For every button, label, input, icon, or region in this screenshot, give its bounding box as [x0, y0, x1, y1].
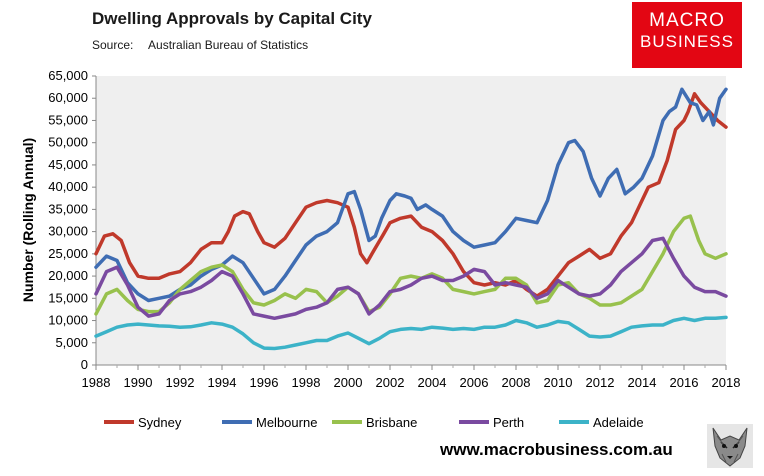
y-tick-label: 30,000	[48, 224, 88, 239]
legend-label-brisbane: Brisbane	[366, 415, 417, 430]
legend: Sydney Melbourne Brisbane Perth Adelaide	[104, 415, 644, 430]
series-line-perth	[94, 236, 728, 321]
source-label: Source:	[92, 38, 134, 52]
series-group	[94, 87, 728, 351]
x-tick-label: 2016	[670, 375, 699, 390]
y-tick-label: 10,000	[48, 313, 88, 328]
x-tick-label: 2012	[586, 375, 615, 390]
y-tick-label: 60,000	[48, 90, 88, 105]
plot-area	[96, 76, 726, 365]
x-tick-label: 1992	[166, 375, 195, 390]
logo-line-1: MACRO	[649, 10, 725, 31]
y-tick-label: 55,000	[48, 112, 88, 127]
x-tick-label: 2000	[334, 375, 363, 390]
y-tick-label: 40,000	[48, 179, 88, 194]
x-tick-label: 1994	[208, 375, 237, 390]
y-tick-label: 65,000	[48, 68, 88, 83]
y-tick-label: 15,000	[48, 290, 88, 305]
x-tick-label: 2010	[544, 375, 573, 390]
y-tick-label: 0	[81, 357, 88, 372]
y-axis-label: Number (Rolling Annual)	[20, 138, 36, 302]
y-tick-label: 50,000	[48, 135, 88, 150]
y-tick-label: 5,000	[55, 335, 88, 350]
series-line-brisbane	[94, 214, 728, 316]
x-tick-label: 1988	[82, 375, 111, 390]
source-line: Source: Australian Bureau of Statistics	[92, 38, 308, 52]
macrobusiness-logo[interactable]: MACRO BUSINESS	[632, 2, 742, 68]
x-tick-label: 2002	[376, 375, 405, 390]
y-tick-label: 35,000	[48, 201, 88, 216]
y-axis: 0 5,000 10,000 15,000 20,000 25,000 30,000 35,0…	[48, 68, 97, 372]
y-tick-label: 20,000	[48, 268, 88, 283]
x-axis: 1988 1990 1992 1994 1996 1998 2000 2002 2004 2006…	[82, 364, 741, 390]
wolf-logo-icon	[707, 424, 753, 468]
series-line-sydney	[94, 92, 728, 298]
x-tick-label: 1990	[124, 375, 153, 390]
x-tick-label: 2018	[712, 375, 741, 390]
legend-label-perth: Perth	[493, 415, 524, 430]
website-url[interactable]: www.macrobusiness.com.au	[440, 440, 673, 459]
x-tick-label: 2008	[502, 375, 531, 390]
series-line-adelaide	[94, 315, 728, 351]
source-text: Australian Bureau of Statistics	[148, 38, 309, 52]
x-tick-label: 2014	[628, 375, 657, 390]
logo-line-2: BUSINESS	[640, 32, 734, 51]
x-tick-label: 1996	[250, 375, 279, 390]
x-tick-label: 2006	[460, 375, 489, 390]
legend-label-melbourne: Melbourne	[256, 415, 317, 430]
y-tick-label: 25,000	[48, 246, 88, 261]
x-tick-label: 2004	[418, 375, 447, 390]
legend-label-adelaide: Adelaide	[593, 415, 644, 430]
legend-label-sydney: Sydney	[138, 415, 182, 430]
y-tick-label: 45,000	[48, 157, 88, 172]
chart-title: Dwelling Approvals by Capital City	[92, 9, 372, 28]
x-tick-label: 1998	[292, 375, 321, 390]
